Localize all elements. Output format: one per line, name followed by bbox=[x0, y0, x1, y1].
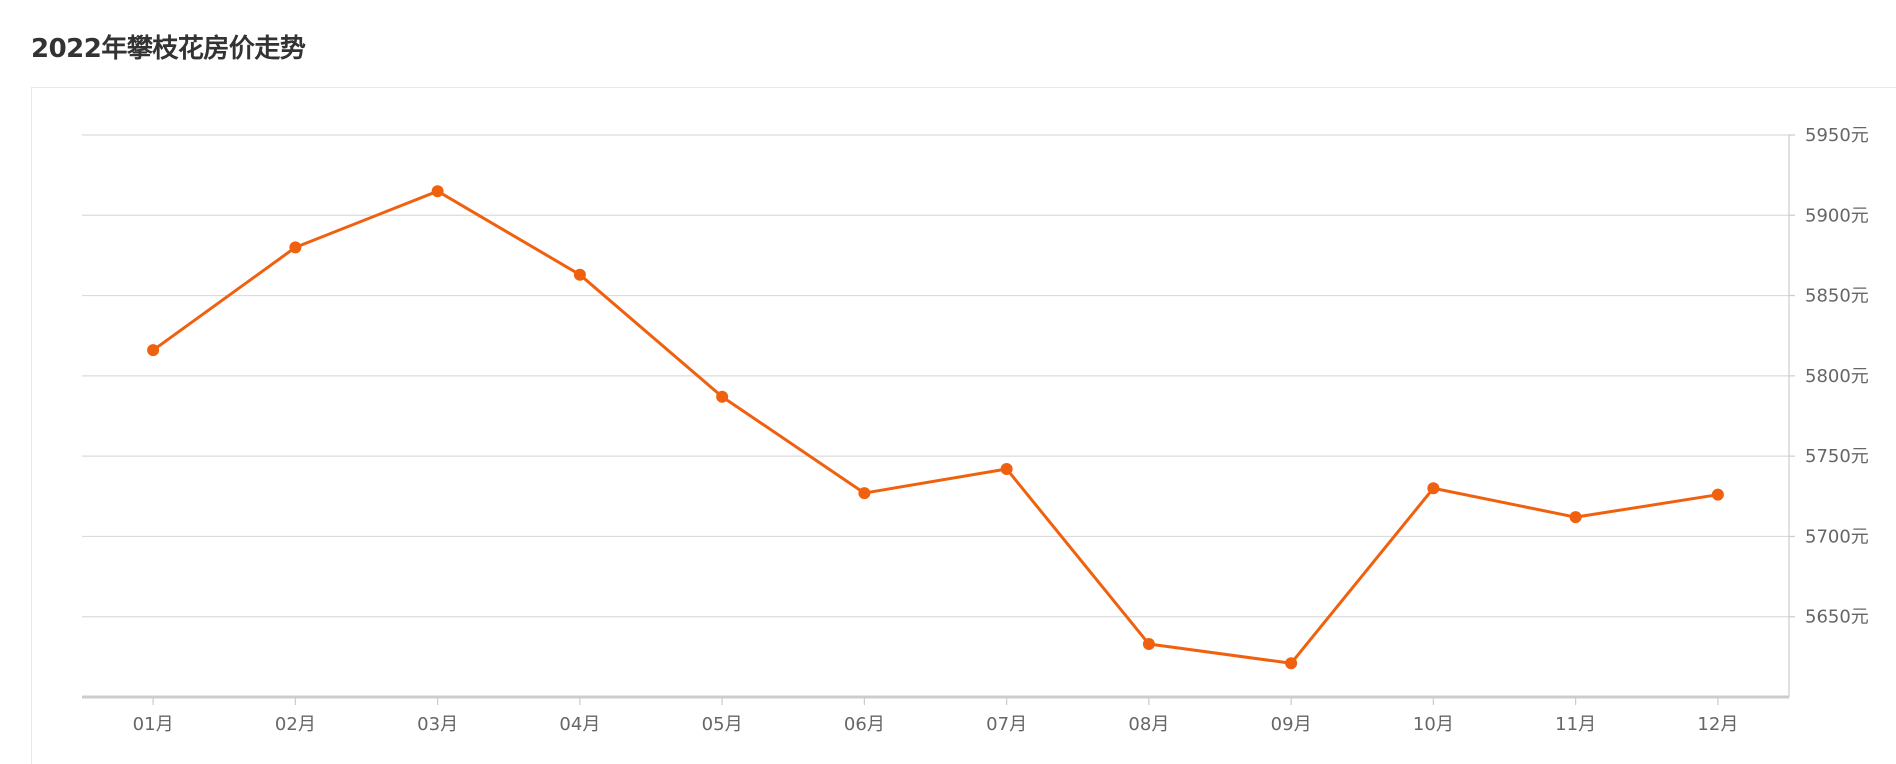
x-tick-label-10: 10月 bbox=[1413, 714, 1454, 735]
page-title: 2022年攀枝花房价走势 bbox=[31, 34, 306, 64]
y-tick-label-5700: 5700元 bbox=[1805, 526, 1869, 547]
x-tick-labels: 01月 02月 03月 04月 05月 06月 07月 08月 09月 10月 11月 12月 bbox=[133, 714, 1739, 735]
data-point-6 bbox=[858, 487, 871, 500]
series-line-1 bbox=[151, 189, 1720, 665]
x-tick-label-3: 03月 bbox=[417, 714, 458, 735]
y-tick-label-5650: 5650元 bbox=[1805, 607, 1869, 628]
x-tick-label-4: 04月 bbox=[559, 714, 600, 735]
data-point-8 bbox=[1142, 638, 1155, 651]
y-tick-label-5800: 5800元 bbox=[1805, 366, 1869, 387]
data-point-3 bbox=[431, 185, 444, 198]
x-tick-label-2: 02月 bbox=[275, 714, 316, 735]
data-point-11 bbox=[1569, 511, 1582, 524]
y-tick-label-5900: 5900元 bbox=[1805, 205, 1869, 226]
y-tick-label-5850: 5850元 bbox=[1805, 286, 1869, 307]
x-tick-label-6: 06月 bbox=[844, 714, 885, 735]
x-tick-label-7: 07月 bbox=[986, 714, 1027, 735]
y-tick-label-5950: 5950元 bbox=[1805, 125, 1869, 146]
axes bbox=[82, 134, 1795, 705]
data-point-1 bbox=[147, 344, 160, 357]
x-tick-label-1: 01月 bbox=[133, 714, 174, 735]
data-point-2 bbox=[289, 241, 302, 254]
x-tick-label-12: 12月 bbox=[1697, 714, 1738, 735]
x-tick-label-8: 08月 bbox=[1128, 714, 1169, 735]
x-tick-label-9: 09月 bbox=[1271, 714, 1312, 735]
chart-container: 5650元 5700元 5750元 5800元 5850元 5900元 5950元 01月 0… bbox=[31, 87, 1896, 764]
data-points bbox=[147, 185, 1724, 670]
grid-lines bbox=[82, 134, 1789, 618]
data-point-7 bbox=[1000, 462, 1013, 475]
data-point-12 bbox=[1711, 488, 1724, 501]
x-tick-label-11: 11月 bbox=[1555, 714, 1596, 735]
data-point-10 bbox=[1427, 482, 1440, 495]
y-tick-label-5750: 5750元 bbox=[1805, 446, 1869, 467]
data-point-9 bbox=[1285, 657, 1298, 670]
x-tick-label-5: 05月 bbox=[702, 714, 743, 735]
y-tick-labels: 5650元 5700元 5750元 5800元 5850元 5900元 5950元 bbox=[1805, 125, 1869, 628]
series bbox=[151, 189, 1720, 665]
data-point-4 bbox=[573, 268, 586, 281]
data-point-5 bbox=[716, 390, 729, 403]
